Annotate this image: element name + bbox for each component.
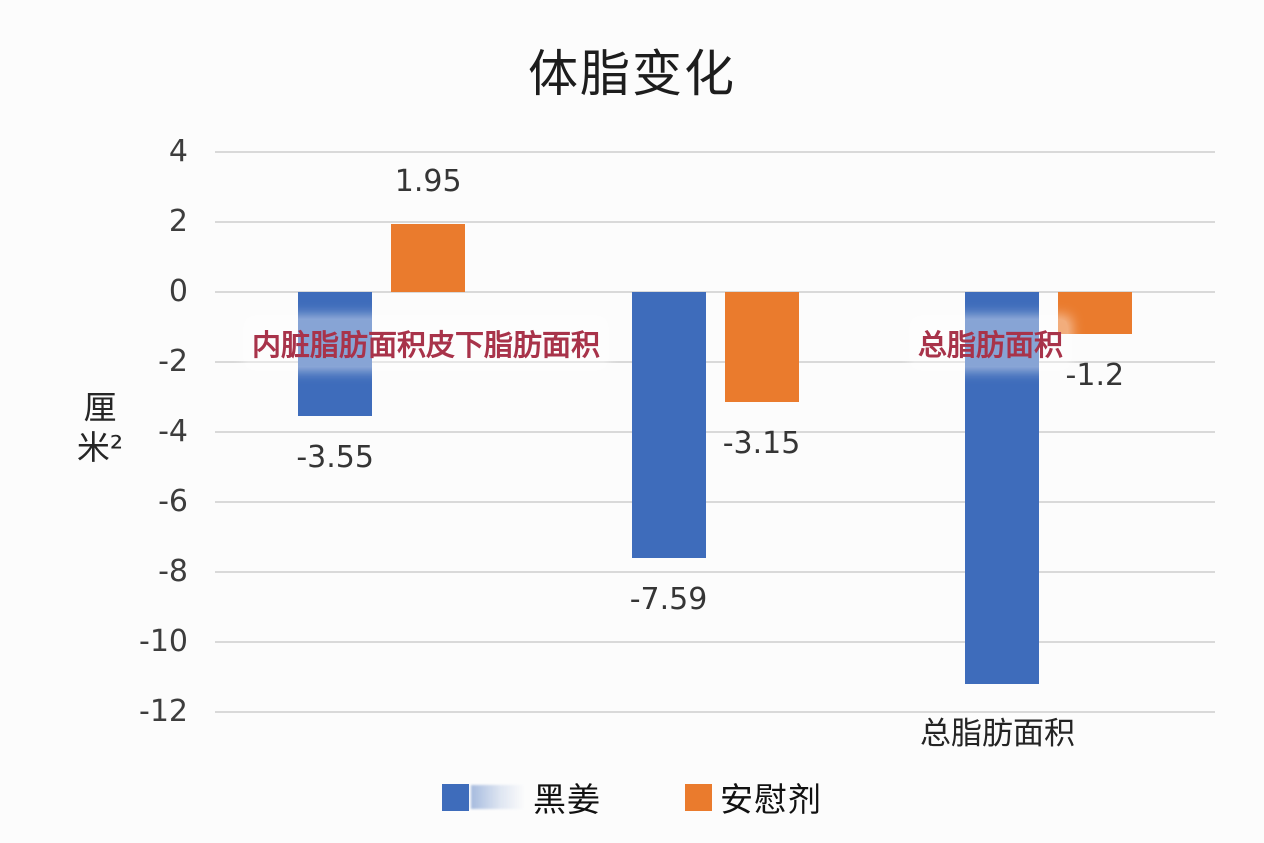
gridline-y--8 (215, 571, 1215, 573)
y-tick-label-0: 0 (168, 274, 188, 309)
bar-label-series-2-group-3: -1.2 (1065, 358, 1125, 393)
bar-series-1-group-2 (631, 292, 706, 558)
y-tick-label-4: 4 (168, 134, 188, 169)
legend-label-series-2: 安慰剂 (720, 780, 822, 819)
overlay-label-groups-1-2: 内脏脂肪面积皮下脂肪面积 (248, 320, 605, 366)
bar-label-series-1-group-1: -3.55 (296, 440, 374, 476)
y-tick-label--4: -4 (158, 414, 188, 449)
legend: 黑姜 安慰剂 (0, 773, 1264, 821)
overlay-label-group-3: 总脂肪面积 (914, 320, 1068, 366)
bar-series-1-group-1 (298, 292, 373, 417)
legend-item-series-1: 黑姜 (442, 773, 601, 821)
y-tick-label-2: 2 (168, 204, 188, 239)
y-tick-label--2: -2 (158, 344, 188, 379)
bar-series-1-group-3 (964, 292, 1039, 684)
legend-label-series-1: 黑姜 (533, 780, 601, 819)
bar-label-series-1-group-2: -7.59 (629, 581, 708, 617)
legend-item-series-2: 安慰剂 (685, 773, 822, 821)
gridline-y-2 (215, 221, 1215, 223)
gridline-y--12 (215, 711, 1215, 713)
bar-series-2-group-3 (1057, 292, 1132, 334)
gridline-y--6 (215, 501, 1215, 503)
legend-swatch-series-2 (685, 783, 712, 811)
gridline-y-4 (215, 151, 1215, 153)
bar-label-series-2-group-2: -3.15 (722, 426, 801, 462)
gridline-y-0 (215, 291, 1215, 293)
y-tick-label--6: -6 (158, 484, 188, 519)
y-tick-label--10: -10 (139, 624, 188, 659)
gridline-y--10 (215, 641, 1215, 643)
gridline-y--4 (215, 431, 1215, 433)
legend-swatch-series-1 (442, 783, 469, 811)
y-axis-title: 厘 米² (76, 388, 124, 467)
bar-label-series-2-group-1: 1.95 (394, 163, 462, 199)
legend-smear-artifact (471, 785, 525, 809)
bar-series-2-group-1 (391, 223, 466, 292)
gridline-y--2 (215, 361, 1215, 363)
y-tick-label--12: -12 (139, 694, 188, 729)
category-label-group-3: 总脂肪面积 (920, 716, 1075, 752)
y-tick-label--8: -8 (158, 554, 188, 589)
chart-title: 体脂变化 (528, 45, 736, 103)
bar-series-2-group-2 (724, 292, 799, 403)
